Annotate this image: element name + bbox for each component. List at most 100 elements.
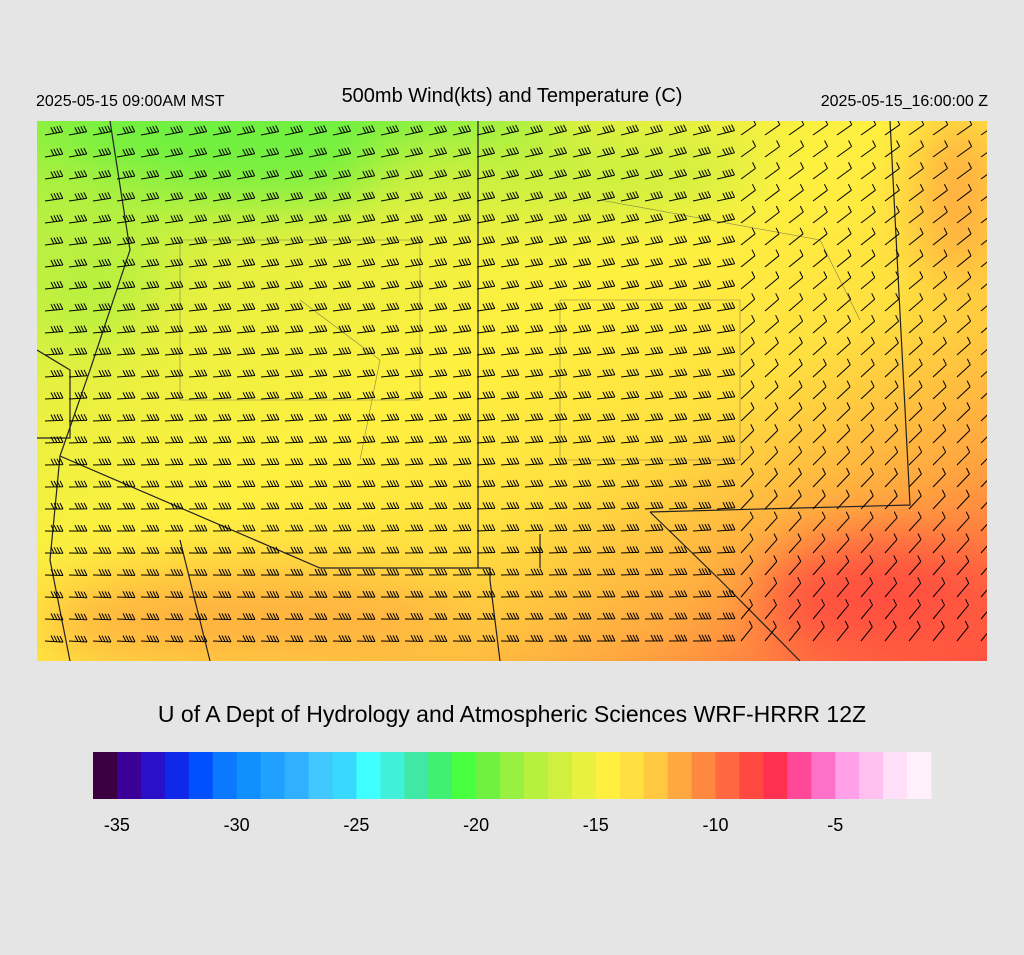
wind-barb — [524, 213, 544, 224]
wind-barb — [716, 235, 736, 246]
wind-barb — [524, 501, 544, 510]
wind-barb — [644, 168, 664, 180]
wind-barb — [500, 435, 520, 444]
wind-barb — [644, 634, 664, 642]
wind-barb — [644, 390, 664, 400]
wind-barb — [212, 391, 232, 400]
wind-barb — [956, 424, 971, 444]
wind-barb — [308, 346, 328, 356]
wind-barb — [428, 280, 448, 290]
wind-barb — [116, 502, 136, 510]
colorbar-swatch — [547, 752, 573, 799]
wind-barb — [716, 545, 736, 554]
wind-barb — [980, 173, 987, 180]
wind-barb — [788, 271, 804, 290]
colorbar-tick-label: -5 — [827, 815, 843, 835]
wind-barb — [620, 168, 640, 180]
wind-barb — [332, 302, 352, 312]
wind-barb — [956, 489, 970, 510]
wind-barb — [980, 217, 987, 224]
wind-barb — [524, 368, 544, 378]
wind-barb — [572, 302, 592, 312]
wind-barb — [836, 249, 852, 268]
wind-barb — [980, 305, 987, 312]
wind-barb — [284, 191, 304, 202]
colorbar-swatch — [763, 752, 788, 799]
wind-barb — [572, 634, 592, 642]
wind-barb — [860, 358, 875, 378]
wind-barb — [860, 489, 874, 510]
wind-barb — [668, 457, 688, 466]
wind-barb — [644, 523, 664, 532]
wind-barb — [68, 280, 88, 290]
wind-barb — [548, 368, 568, 378]
wind-barb — [692, 634, 712, 642]
wind-barb — [692, 301, 712, 312]
wind-barb — [524, 590, 544, 598]
wind-barb — [956, 227, 972, 246]
wind-barb — [476, 568, 496, 576]
wind-barb — [716, 257, 736, 268]
wind-barb — [740, 314, 756, 334]
wind-barb — [68, 436, 88, 444]
wind-barb — [116, 236, 136, 246]
wind-barb — [212, 214, 232, 224]
wind-barb — [884, 183, 900, 202]
wind-barb — [692, 368, 712, 378]
wind-barb — [164, 369, 184, 378]
wind-barb — [284, 213, 304, 224]
wind-barb — [68, 524, 88, 532]
wind-barb — [548, 612, 568, 620]
wind-barb — [236, 590, 256, 598]
wind-barb — [380, 502, 400, 510]
wind-barb — [380, 524, 400, 532]
wind-barb — [764, 227, 780, 246]
colorbar-swatch — [811, 752, 836, 799]
wind-barb — [572, 368, 592, 378]
wind-barb — [668, 146, 687, 158]
wind-barb — [740, 598, 753, 620]
wind-barb — [980, 327, 987, 334]
wind-barb — [284, 369, 304, 378]
wind-barb — [860, 555, 874, 576]
wind-barb — [212, 502, 232, 510]
wind-barb — [188, 125, 208, 136]
wind-barb — [668, 545, 688, 554]
colorbar-swatch — [835, 752, 860, 799]
wind-barb — [164, 236, 184, 246]
wind-barb — [332, 457, 352, 466]
wind-barb — [572, 324, 592, 334]
wind-barb — [764, 511, 778, 532]
wind-barb — [404, 546, 424, 554]
wind-barb — [92, 302, 112, 312]
wind-barb — [44, 325, 64, 334]
wind-barb — [236, 169, 256, 180]
wind-barb — [380, 346, 400, 356]
wind-barb — [884, 271, 900, 290]
colorbar-swatch — [907, 752, 932, 799]
colorbar-swatch — [523, 752, 549, 799]
wind-barb — [884, 358, 899, 378]
wind-barb — [812, 598, 825, 620]
wind-barb — [764, 121, 781, 136]
wind-barb — [932, 445, 947, 466]
wind-barb — [644, 235, 664, 246]
wind-barb — [332, 280, 352, 290]
wind-barb — [284, 435, 304, 444]
wind-barb — [428, 191, 448, 202]
wind-barb — [260, 258, 280, 268]
wind-barb — [884, 424, 899, 444]
wind-barb — [308, 391, 328, 400]
wind-barb — [332, 169, 352, 180]
wind-barb — [956, 121, 973, 136]
wind-barb — [884, 227, 900, 246]
wind-barb — [860, 511, 874, 532]
wind-barb — [140, 169, 160, 180]
wind-barb — [572, 612, 592, 620]
wind-barb — [68, 613, 88, 621]
wind-barb — [836, 380, 851, 400]
wind-barb — [692, 568, 712, 576]
wind-barb — [188, 524, 208, 532]
wind-barb — [620, 191, 640, 202]
